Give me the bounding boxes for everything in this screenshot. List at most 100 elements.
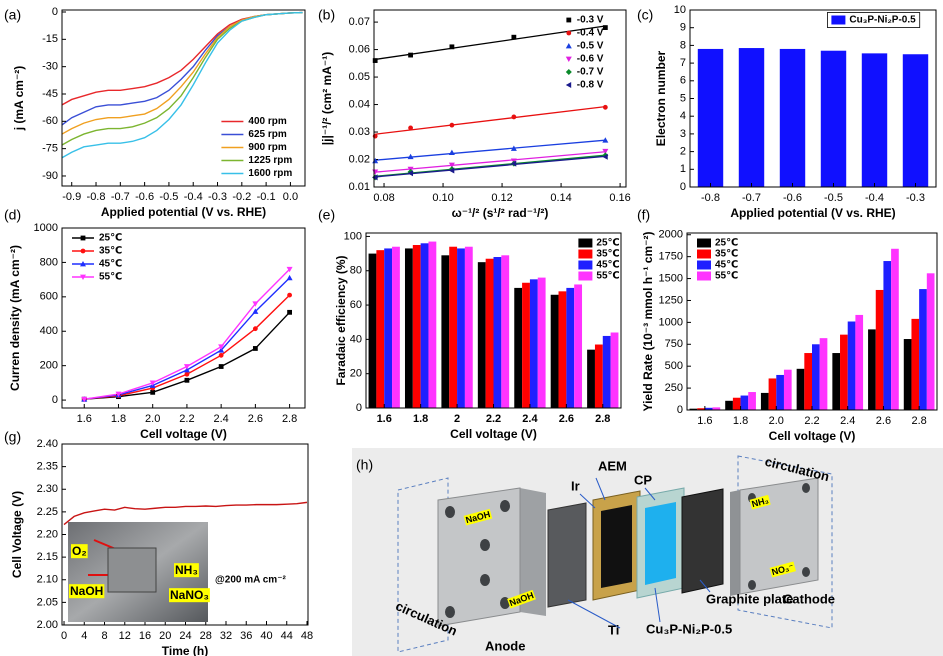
diagram-label: Anode	[485, 638, 525, 653]
fit-line	[375, 151, 606, 173]
diagram-label: NH₃	[751, 495, 770, 509]
y-tick-label: 1750	[659, 251, 683, 263]
x-tick-label: 1.6	[77, 413, 92, 425]
bar	[404, 248, 413, 408]
y-axis-label: Curren density (mA cm⁻²)	[8, 245, 22, 391]
bar	[697, 48, 724, 187]
x-tick-label: 2.4	[522, 413, 538, 425]
marker	[602, 148, 609, 155]
y-tick-label: 3	[680, 128, 686, 140]
x-tick-label: 1.6	[377, 413, 392, 425]
marker	[150, 389, 156, 395]
ir-core	[601, 505, 632, 588]
inset-label: O₂	[72, 544, 87, 558]
y-tick-label: 0	[52, 6, 58, 18]
bar	[704, 407, 713, 410]
y-tick-label: 1250	[659, 294, 683, 306]
y-tick-label: 400	[40, 325, 58, 337]
marker	[252, 301, 259, 307]
bar	[368, 253, 377, 408]
marker	[407, 170, 413, 177]
legend-swatch	[697, 260, 711, 270]
y-tick-label: -90	[42, 170, 58, 182]
y-tick-label: 20	[350, 368, 362, 380]
fit-line	[375, 154, 606, 177]
legend-label: 35℃	[715, 249, 738, 260]
diagram-label-box	[749, 494, 771, 510]
x-tick-label: -0.6	[783, 192, 802, 204]
bar	[420, 243, 429, 408]
plot	[689, 248, 935, 410]
x-tick-label: 32	[220, 630, 232, 642]
y-tick-label: 0.07	[349, 16, 370, 28]
y-tick-label: 750	[665, 338, 683, 350]
legend-label: -0.5 V	[577, 41, 604, 52]
y-tick-label: 100	[344, 230, 362, 242]
fit-line	[375, 155, 606, 178]
legend-swatch	[697, 238, 711, 248]
plot	[61, 11, 303, 159]
bar	[392, 246, 400, 408]
y-tick-label: 0.02	[349, 153, 370, 165]
x-tick-label: 24	[179, 630, 191, 642]
cp-core	[645, 502, 676, 585]
bar	[875, 289, 884, 410]
plot-frame	[61, 9, 306, 187]
series-line	[63, 501, 308, 526]
y-tick-label: 1000	[34, 222, 58, 234]
panel-label: (d)	[4, 207, 21, 223]
legend-label: 45℃	[715, 260, 738, 271]
diagram-label: CP	[634, 472, 652, 487]
bar	[820, 50, 847, 188]
bar	[883, 261, 892, 410]
inset-label: NH₃	[175, 563, 198, 577]
inset-label-box	[71, 544, 88, 559]
bar	[812, 344, 820, 410]
x-tick-label: 0	[61, 630, 67, 642]
bar	[529, 279, 538, 408]
y-axis-label: Yield Rate (10⁻³ mmol h⁻¹ cm⁻²)	[641, 232, 655, 412]
x-tick-label: 2	[454, 413, 460, 425]
legend-frame	[827, 12, 921, 28]
marker	[184, 377, 190, 383]
y-tick-label: 6	[680, 75, 686, 87]
bar	[566, 287, 575, 408]
y-tick-label: 2	[680, 146, 686, 158]
plot-frame	[61, 443, 309, 626]
inset-cell	[107, 547, 157, 593]
x-tick-label: 4	[81, 630, 87, 642]
y-tick-label: 2.10	[37, 574, 58, 586]
y-tick-label: 60	[350, 299, 362, 311]
bar	[477, 262, 486, 408]
bolt-hole	[480, 539, 490, 551]
bolt-hole	[802, 483, 810, 493]
marker	[287, 292, 292, 298]
legend-swatch	[697, 249, 711, 259]
plot-frame	[689, 9, 937, 188]
marker	[510, 160, 517, 167]
x-axis-label: Cell voltage (V)	[140, 427, 227, 441]
bar	[796, 368, 805, 410]
y-tick-label: 2.05	[37, 596, 58, 608]
legend: 25℃35℃45℃55℃	[578, 238, 620, 282]
y-axis-label: |j|⁻¹/² (cm² mA⁻¹)	[320, 52, 334, 145]
legend-label: Cu₃P-Ni₂P-0.5	[849, 15, 916, 26]
marker	[408, 125, 413, 131]
x-tick-label: 28	[200, 630, 212, 642]
x-tick-label: 8	[101, 630, 107, 642]
marker	[80, 261, 86, 267]
y-tick-label: 2.30	[37, 483, 58, 495]
legend-label: 400 rpm	[248, 116, 286, 127]
anode-plate	[437, 487, 521, 627]
pointer	[579, 493, 596, 509]
y-tick-label: 2.20	[37, 528, 58, 540]
y-tick-label: 800	[40, 256, 58, 268]
x-tick-label: 48	[301, 630, 313, 642]
x-tick-label: 1.6	[697, 415, 712, 427]
bar	[919, 289, 927, 410]
plot	[697, 48, 929, 188]
bar	[514, 287, 523, 408]
bar	[485, 258, 494, 408]
bar	[574, 284, 583, 408]
